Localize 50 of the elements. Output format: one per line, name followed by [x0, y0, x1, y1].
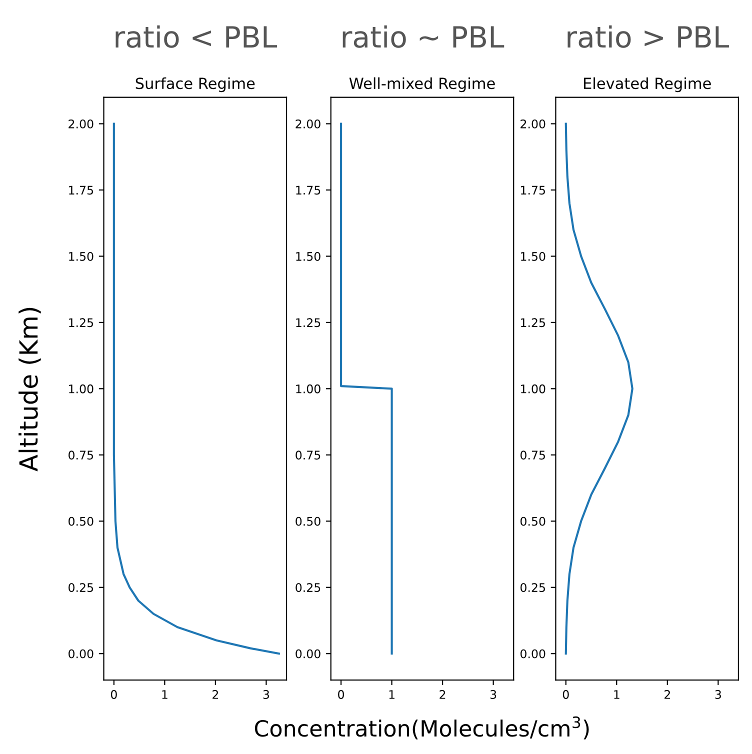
x-tick-label: 3 [263, 690, 270, 699]
y-tick-label: 2.00 [520, 119, 546, 128]
x-tick-label: 2 [440, 690, 446, 699]
y-tick-label: 1.00 [69, 384, 94, 394]
x-tick-label: 1 [162, 690, 168, 699]
line-series [340, 122, 393, 655]
y-tick-label: 2.00 [68, 119, 94, 128]
chart-subtitle: ratio ~ PBL [342, 25, 504, 48]
y-tick-label: 1.00 [296, 384, 320, 394]
y-tick-label: 1.00 [521, 384, 546, 394]
y-tick-label: 1.50 [69, 252, 94, 261]
chart-title: Well-mixed Regime [349, 77, 495, 92]
y-tick-label: 0.00 [68, 649, 94, 658]
y-tick-label: 0.25 [296, 583, 320, 592]
y-tick-label: 0.75 [296, 450, 320, 460]
y-tick-label: 0.50 [296, 516, 320, 526]
line-series [112, 122, 280, 655]
x-tick-label: 3 [490, 690, 496, 699]
y-tick-label: 0.25 [68, 583, 94, 592]
line-series [564, 122, 634, 655]
y-tick-label: 0.50 [68, 516, 94, 526]
y-tick-label: 1.25 [296, 318, 320, 328]
y-tick-label: 0.75 [68, 450, 94, 460]
y-tick-label: 1.25 [521, 318, 545, 328]
x-axis-title: Concentration(Molecules/cm$^{3}$) [254, 716, 589, 740]
y-tick-label: 1.75 [521, 186, 545, 195]
x-tick-label: 1 [389, 690, 394, 699]
chart-subtitle: ratio > PBL [568, 25, 729, 48]
y-tick-label: 1.50 [521, 252, 546, 261]
x-tick-label: 0 [338, 690, 344, 699]
x-tick-label: 0 [562, 690, 569, 699]
y-tick-label: 1.75 [296, 186, 320, 195]
y-tick-label: 1.50 [296, 252, 320, 261]
x-tick-label: 2 [664, 690, 670, 699]
y-tick-label: 0.25 [520, 583, 545, 592]
y-tick-label: 0.75 [520, 450, 545, 460]
y-axis-title: Altitude (Km) [18, 308, 41, 472]
y-tick-label: 2.00 [296, 119, 320, 128]
chart-subtitle: ratio < PBL [116, 25, 278, 48]
x-tick-label: 1 [614, 690, 620, 699]
y-tick-label: 1.75 [69, 186, 94, 195]
y-tick-label: 0.00 [296, 649, 320, 658]
chart-title: Elevated Regime [584, 77, 711, 92]
y-tick-label: 0.50 [520, 516, 546, 526]
x-tick-label: 3 [715, 690, 721, 699]
y-tick-label: 0.00 [520, 649, 546, 658]
x-tick-label: 0 [110, 690, 117, 699]
y-tick-label: 1.25 [69, 318, 94, 328]
x-tick-label: 2 [212, 690, 218, 699]
chart-title: Surface Regime [136, 77, 255, 92]
